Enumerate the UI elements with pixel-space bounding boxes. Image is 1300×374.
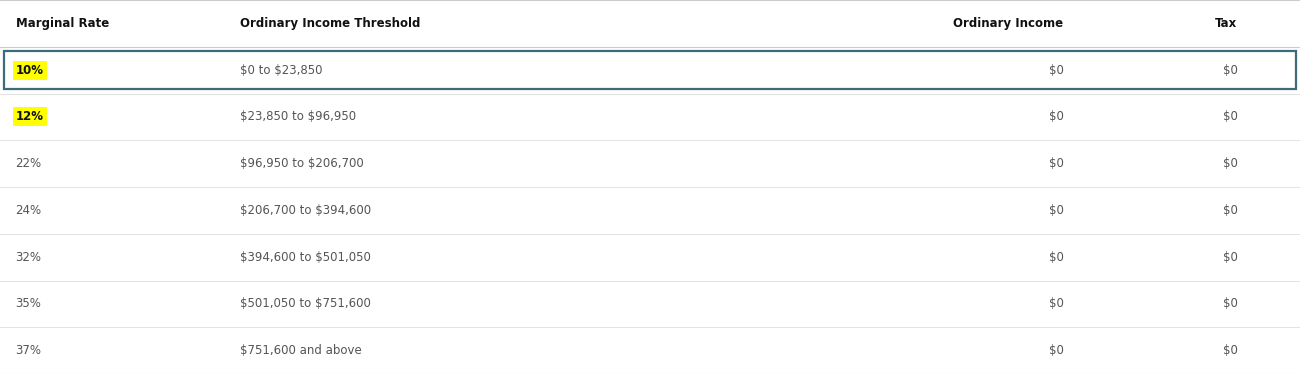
Text: \$0: \$0	[1223, 204, 1238, 217]
Text: \$206,700 to \$394,600: \$206,700 to \$394,600	[240, 204, 372, 217]
Text: Ordinary Income Threshold: Ordinary Income Threshold	[240, 17, 421, 30]
Text: 35%: 35%	[16, 297, 42, 310]
Text: 10%: 10%	[16, 64, 44, 77]
Text: \$0: \$0	[1049, 157, 1063, 170]
Text: Marginal Rate: Marginal Rate	[16, 17, 109, 30]
Bar	[0, 280, 1300, 327]
Text: \$0: \$0	[1049, 297, 1063, 310]
Text: \$0: \$0	[1049, 344, 1063, 357]
Text: \$23,850 to \$96,950: \$23,850 to \$96,950	[240, 110, 356, 123]
Text: \$751,600 and above: \$751,600 and above	[240, 344, 363, 357]
Text: \$0 to \$23,850: \$0 to \$23,850	[240, 64, 322, 77]
Bar	[0, 187, 1300, 234]
Text: 22%: 22%	[16, 157, 42, 170]
Text: \$96,950 to \$206,700: \$96,950 to \$206,700	[240, 157, 364, 170]
Text: Ordinary Income: Ordinary Income	[953, 17, 1063, 30]
Text: \$0: \$0	[1223, 157, 1238, 170]
Bar	[0, 140, 1300, 187]
Text: \$0: \$0	[1049, 204, 1063, 217]
Text: \$394,600 to \$501,050: \$394,600 to \$501,050	[240, 251, 372, 264]
Bar	[0, 327, 1300, 374]
Text: \$0: \$0	[1223, 64, 1238, 77]
Text: 32%: 32%	[16, 251, 42, 264]
Text: \$0: \$0	[1223, 297, 1238, 310]
Text: 37%: 37%	[16, 344, 42, 357]
Text: 12%: 12%	[16, 110, 44, 123]
Text: \$0: \$0	[1223, 110, 1238, 123]
Bar	[0, 234, 1300, 280]
Text: \$0: \$0	[1223, 344, 1238, 357]
Text: \$0: \$0	[1049, 64, 1063, 77]
Text: \$0: \$0	[1049, 110, 1063, 123]
Text: \$0: \$0	[1049, 251, 1063, 264]
Text: 24%: 24%	[16, 204, 42, 217]
Text: Tax: Tax	[1216, 17, 1238, 30]
Text: \$0: \$0	[1223, 251, 1238, 264]
Bar	[0, 94, 1300, 140]
Text: \$501,050 to \$751,600: \$501,050 to \$751,600	[240, 297, 372, 310]
Bar	[0, 47, 1300, 94]
